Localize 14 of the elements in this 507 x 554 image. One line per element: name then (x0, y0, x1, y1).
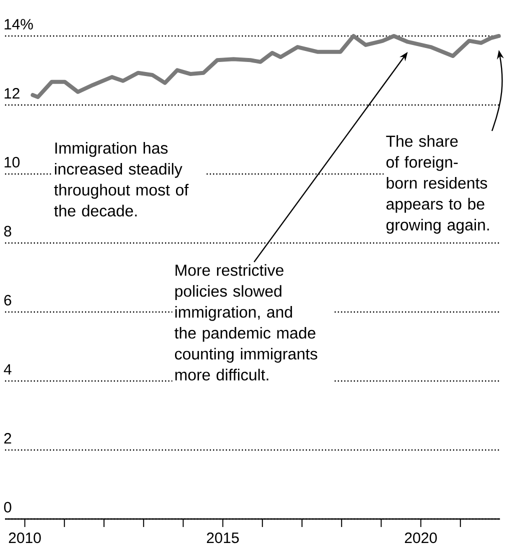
y-tick-label: 2 (4, 433, 12, 444)
annotation: The share of foreign-born residents appears to be growing again. (386, 135, 489, 234)
y-tick-label: 10 (4, 156, 20, 168)
x-tick-label: 2015 (206, 532, 239, 544)
y-tick-label: 4 (4, 364, 12, 374)
y-tick-label: 14% (4, 19, 33, 30)
x-tick-label: 2010 (8, 532, 41, 544)
y-tick-label: 0 (4, 502, 12, 512)
annotation: More restrictive policies slowed immigration, and the pandemic made counting immigrants more difficult. (174, 264, 318, 380)
y-tick-label: 8 (4, 226, 12, 236)
y-tick-label: 6 (4, 294, 12, 306)
y-tick-label: 12 (4, 88, 20, 98)
x-tick-label: 2020 (404, 532, 437, 544)
annotation: Immigration has increased steadily throughout most of the decade. (54, 142, 189, 217)
